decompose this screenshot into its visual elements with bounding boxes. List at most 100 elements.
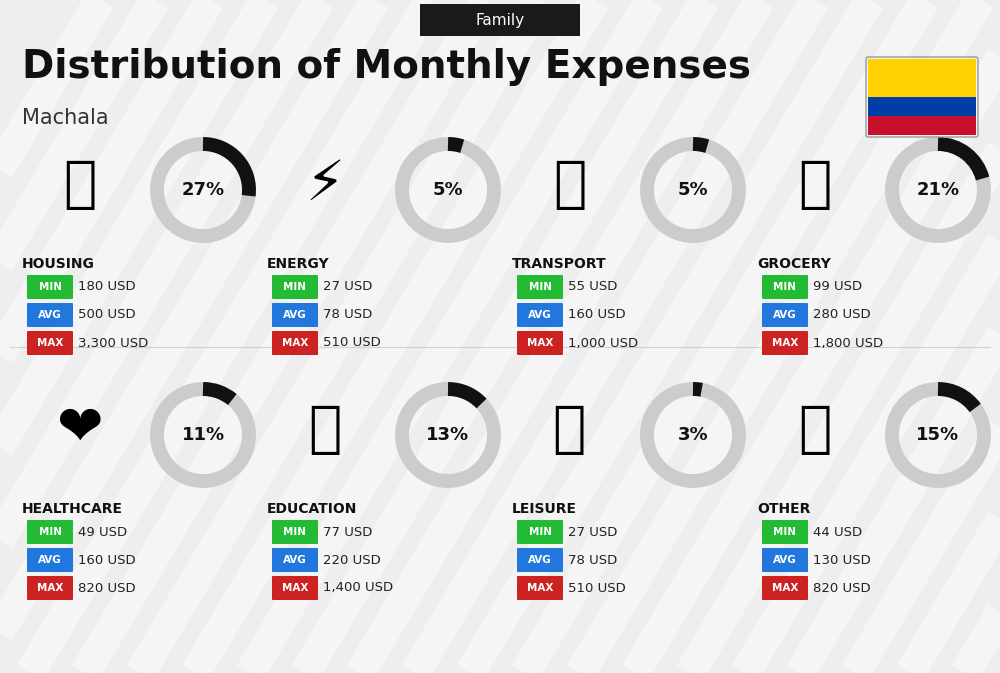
Text: 99 USD: 99 USD: [813, 281, 862, 293]
FancyBboxPatch shape: [272, 520, 318, 544]
Text: Distribution of Monthly Expenses: Distribution of Monthly Expenses: [22, 48, 751, 86]
Text: 5%: 5%: [433, 181, 463, 199]
Text: 44 USD: 44 USD: [813, 526, 862, 538]
Text: 49 USD: 49 USD: [78, 526, 127, 538]
Text: MIN: MIN: [284, 282, 306, 292]
FancyBboxPatch shape: [27, 548, 73, 572]
Text: MAX: MAX: [282, 583, 308, 593]
Text: MAX: MAX: [37, 583, 63, 593]
Text: 78 USD: 78 USD: [568, 553, 617, 567]
Text: 15%: 15%: [916, 426, 960, 444]
Text: MIN: MIN: [774, 527, 796, 537]
Text: 160 USD: 160 USD: [78, 553, 136, 567]
Text: OTHER: OTHER: [757, 502, 810, 516]
Text: 🏢: 🏢: [63, 158, 97, 212]
FancyBboxPatch shape: [272, 331, 318, 355]
Text: 510 USD: 510 USD: [323, 336, 381, 349]
Text: MAX: MAX: [772, 583, 798, 593]
FancyBboxPatch shape: [27, 331, 73, 355]
Text: AVG: AVG: [528, 555, 552, 565]
Bar: [868, 97, 976, 116]
Text: 280 USD: 280 USD: [813, 308, 871, 322]
Text: 130 USD: 130 USD: [813, 553, 871, 567]
FancyBboxPatch shape: [27, 275, 73, 299]
Text: MAX: MAX: [37, 338, 63, 348]
Text: Family: Family: [475, 13, 525, 28]
Bar: [868, 116, 976, 135]
Text: 1,800 USD: 1,800 USD: [813, 336, 883, 349]
Text: AVG: AVG: [38, 310, 62, 320]
Text: MIN: MIN: [38, 527, 62, 537]
Text: 500 USD: 500 USD: [78, 308, 136, 322]
FancyBboxPatch shape: [420, 4, 580, 36]
FancyBboxPatch shape: [762, 520, 808, 544]
Text: 180 USD: 180 USD: [78, 281, 136, 293]
Text: MIN: MIN: [284, 527, 306, 537]
Text: AVG: AVG: [283, 310, 307, 320]
Text: MIN: MIN: [528, 282, 552, 292]
Text: 1,400 USD: 1,400 USD: [323, 581, 393, 594]
Text: 55 USD: 55 USD: [568, 281, 617, 293]
Text: 13%: 13%: [426, 426, 470, 444]
Text: 27%: 27%: [181, 181, 225, 199]
Text: MAX: MAX: [772, 338, 798, 348]
Text: 🎓: 🎓: [308, 403, 342, 457]
FancyBboxPatch shape: [27, 303, 73, 327]
Text: 510 USD: 510 USD: [568, 581, 626, 594]
Text: ENERGY: ENERGY: [267, 257, 330, 271]
Text: 5%: 5%: [678, 181, 708, 199]
FancyBboxPatch shape: [517, 548, 563, 572]
Text: MIN: MIN: [528, 527, 552, 537]
FancyBboxPatch shape: [272, 548, 318, 572]
FancyBboxPatch shape: [272, 275, 318, 299]
Text: 3%: 3%: [678, 426, 708, 444]
FancyBboxPatch shape: [762, 275, 808, 299]
FancyBboxPatch shape: [517, 520, 563, 544]
Text: 11%: 11%: [181, 426, 225, 444]
FancyBboxPatch shape: [762, 303, 808, 327]
Text: 27 USD: 27 USD: [568, 526, 617, 538]
Text: 78 USD: 78 USD: [323, 308, 372, 322]
Text: 🚌: 🚌: [553, 158, 587, 212]
Text: EDUCATION: EDUCATION: [267, 502, 357, 516]
Text: Machala: Machala: [22, 108, 109, 128]
Text: 🛍️: 🛍️: [553, 403, 587, 457]
Text: LEISURE: LEISURE: [512, 502, 577, 516]
FancyBboxPatch shape: [272, 303, 318, 327]
Text: HOUSING: HOUSING: [22, 257, 95, 271]
FancyBboxPatch shape: [762, 331, 808, 355]
Bar: [868, 59, 976, 97]
Text: GROCERY: GROCERY: [757, 257, 831, 271]
Text: AVG: AVG: [528, 310, 552, 320]
Text: 820 USD: 820 USD: [813, 581, 871, 594]
Text: ❤️: ❤️: [57, 403, 103, 457]
FancyBboxPatch shape: [27, 576, 73, 600]
FancyBboxPatch shape: [762, 576, 808, 600]
Text: 77 USD: 77 USD: [323, 526, 372, 538]
Text: MAX: MAX: [527, 583, 553, 593]
FancyBboxPatch shape: [517, 576, 563, 600]
Text: 160 USD: 160 USD: [568, 308, 626, 322]
FancyBboxPatch shape: [517, 331, 563, 355]
Text: 27 USD: 27 USD: [323, 281, 372, 293]
Text: MAX: MAX: [527, 338, 553, 348]
Text: HEALTHCARE: HEALTHCARE: [22, 502, 123, 516]
FancyBboxPatch shape: [762, 548, 808, 572]
Text: 3,300 USD: 3,300 USD: [78, 336, 148, 349]
Text: AVG: AVG: [773, 555, 797, 565]
FancyBboxPatch shape: [27, 520, 73, 544]
Text: ⚡: ⚡: [306, 158, 344, 212]
Text: 🛒: 🛒: [798, 158, 832, 212]
Text: 220 USD: 220 USD: [323, 553, 381, 567]
Text: 21%: 21%: [916, 181, 960, 199]
FancyBboxPatch shape: [517, 275, 563, 299]
Text: AVG: AVG: [773, 310, 797, 320]
Text: MIN: MIN: [38, 282, 62, 292]
Text: 1,000 USD: 1,000 USD: [568, 336, 638, 349]
Text: 820 USD: 820 USD: [78, 581, 136, 594]
Text: AVG: AVG: [38, 555, 62, 565]
Text: MIN: MIN: [774, 282, 796, 292]
Text: MAX: MAX: [282, 338, 308, 348]
FancyBboxPatch shape: [272, 576, 318, 600]
Text: 👛: 👛: [798, 403, 832, 457]
